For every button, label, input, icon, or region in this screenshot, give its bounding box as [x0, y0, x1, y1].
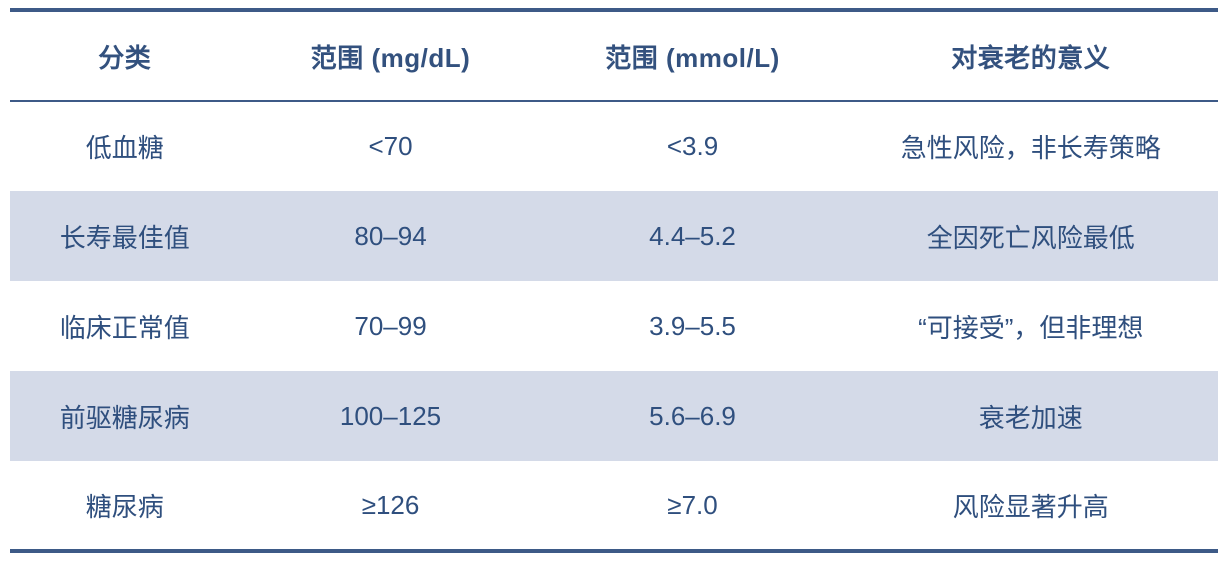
cell-range-mmol: <3.9 [666, 131, 719, 161]
cell-category: 糖尿病 [85, 491, 164, 522]
cell-category: 长寿最佳值 [59, 222, 190, 253]
cell-significance: 全因死亡风险最低 [926, 222, 1135, 253]
table-row: 临床正常值 70–99 3.9–5.5 “可接受”，但非理想 [10, 281, 1218, 371]
cell-range-mmol: 5.6–6.9 [649, 400, 736, 431]
cell-significance: 急性风险，非长寿策略 [900, 133, 1161, 163]
cell-range-mmol: 3.9–5.5 [649, 310, 736, 341]
header-category: 分类 [10, 10, 240, 102]
cell-range-mgdl: <70 [368, 131, 413, 161]
cell-range-mgdl: 80–94 [354, 220, 427, 251]
table-header: 分类 范围 (mg/dL) 范围 (mmol/L) 对衰老的意义 [10, 10, 1218, 102]
table-body: 低血糖 <70 <3.9 急性风险，非长寿策略长寿最佳值 80–94 4.4–5.2 全因死… [10, 101, 1218, 551]
table-row: 长寿最佳值 80–94 4.4–5.2 全因死亡风险最低 [10, 191, 1218, 281]
cell-significance: 衰老加速 [978, 402, 1083, 433]
header-significance: 对衰老的意义 [843, 10, 1218, 102]
cell-category: 低血糖 [85, 133, 164, 163]
header-range-mmol: 范围 (mmol/L) [541, 10, 844, 102]
header-row: 分类 范围 (mg/dL) 范围 (mmol/L) 对衰老的意义 [10, 10, 1218, 102]
cell-category: 临床正常值 [59, 312, 190, 343]
cell-significance: “可接受”，但非理想 [918, 312, 1144, 343]
table-row: 前驱糖尿病 100–125 5.6–6.9 衰老加速 [10, 371, 1218, 461]
cell-range-mmol: ≥7.0 [667, 489, 718, 520]
cell-range-mgdl: 70–99 [354, 310, 427, 341]
cell-range-mgdl: 100–125 [339, 400, 442, 431]
cell-significance: 风险显著升高 [952, 491, 1109, 522]
header-range-mgdl: 范围 (mg/dL) [239, 10, 542, 102]
cell-range-mmol: 4.4–5.2 [649, 220, 736, 251]
cell-range-mgdl: ≥126 [361, 489, 420, 520]
blood-glucose-table: 分类 范围 (mg/dL) 范围 (mmol/L) 对衰老的意义 低血糖 <70 <… [10, 8, 1218, 553]
table-row: 低血糖 <70 <3.9 急性风险，非长寿策略 [10, 101, 1218, 191]
cell-category: 前驱糖尿病 [59, 402, 190, 433]
table-row: 糖尿病 ≥126 ≥7.0 风险显著升高 [10, 461, 1218, 551]
